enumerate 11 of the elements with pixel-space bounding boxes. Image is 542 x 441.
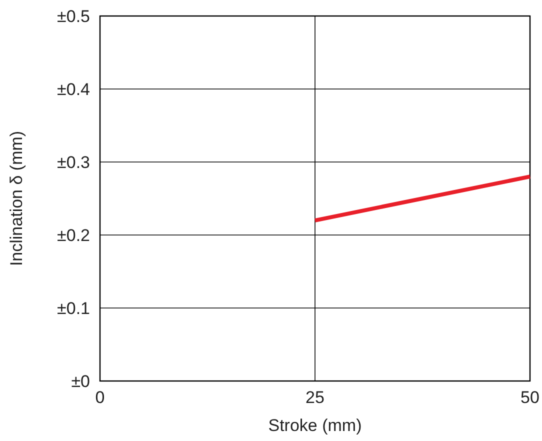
y-tick-label: ±0.5 bbox=[57, 6, 90, 26]
y-tick-label: ±0.4 bbox=[57, 80, 90, 99]
y-axis-title: Inclination δ (mm) bbox=[7, 130, 26, 266]
x-axis-title: Stroke (mm) bbox=[268, 416, 362, 435]
y-tick-label: ±0.2 bbox=[57, 226, 90, 245]
y-tick-label: ±0.1 bbox=[57, 298, 90, 318]
y-tick-label: ±0 bbox=[71, 372, 90, 391]
x-tick-label: 0 bbox=[95, 388, 105, 407]
x-tick-label: 25 bbox=[306, 388, 324, 407]
y-tick-label: ±0.3 bbox=[57, 152, 90, 172]
x-tick-label: 50 bbox=[520, 388, 540, 407]
